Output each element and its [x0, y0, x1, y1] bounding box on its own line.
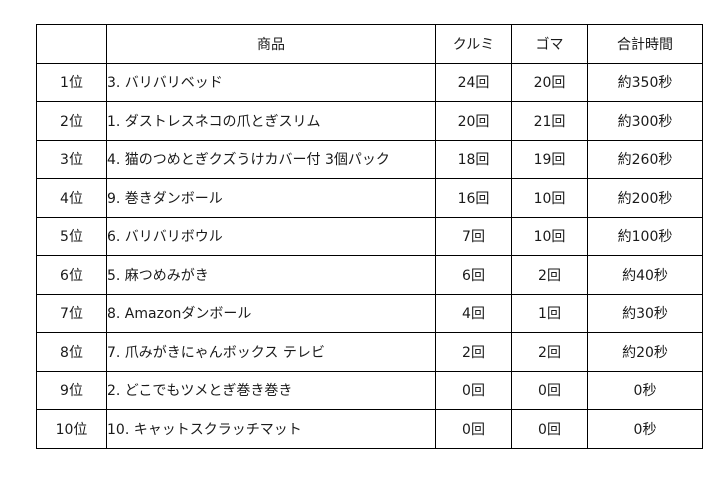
table-row: 3位 4. 猫のつめとぎクズうけカバー付 3個パック 18回 19回 約260秒 [36, 139, 703, 179]
walnut-count-cell: 18回 [435, 139, 512, 179]
total-time-cell: 約260秒 [587, 139, 703, 179]
rank-cell: 4位 [36, 178, 107, 218]
rank-cell: 7位 [36, 293, 107, 333]
header-row: 商品 クルミ ゴマ 合計時間 [36, 24, 703, 64]
goma-count-cell: 2回 [511, 255, 588, 295]
walnut-count-cell: 2回 [435, 332, 512, 372]
product-cell: 9. 巻きダンボール [106, 178, 436, 218]
product-cell: 7. 爪みがきにゃんボックス テレビ [106, 332, 436, 372]
rank-cell: 3位 [36, 139, 107, 179]
product-cell: 10. キャットスクラッチマット [106, 409, 436, 449]
total-time-cell: 0秒 [587, 370, 703, 410]
rank-cell: 8位 [36, 332, 107, 372]
header-product: 商品 [106, 24, 436, 64]
goma-count-cell: 10回 [511, 178, 588, 218]
ranking-table: 商品 クルミ ゴマ 合計時間 1位 3. バリバリベッド 24回 20回 約35… [36, 24, 703, 449]
rank-cell: 9位 [36, 370, 107, 410]
total-time-cell: 約100秒 [587, 216, 703, 256]
product-cell: 8. Amazonダンボール [106, 293, 436, 333]
rank-cell: 5位 [36, 216, 107, 256]
product-cell: 4. 猫のつめとぎクズうけカバー付 3個パック [106, 139, 436, 179]
product-cell: 5. 麻つめみがき [106, 255, 436, 295]
product-cell: 6. バリバリボウル [106, 216, 436, 256]
table-row: 2位 1. ダストレスネコの爪とぎスリム 20回 21回 約300秒 [36, 101, 703, 141]
goma-count-cell: 0回 [511, 370, 588, 410]
rank-cell: 10位 [36, 409, 107, 449]
total-time-cell: 約20秒 [587, 332, 703, 372]
walnut-count-cell: 6回 [435, 255, 512, 295]
table-row: 4位 9. 巻きダンボール 16回 10回 約200秒 [36, 178, 703, 218]
product-cell: 1. ダストレスネコの爪とぎスリム [106, 101, 436, 141]
goma-count-cell: 0回 [511, 409, 588, 449]
table-row: 6位 5. 麻つめみがき 6回 2回 約40秒 [36, 255, 703, 295]
rank-cell: 6位 [36, 255, 107, 295]
walnut-count-cell: 7回 [435, 216, 512, 256]
total-time-cell: 約300秒 [587, 101, 703, 141]
goma-count-cell: 19回 [511, 139, 588, 179]
table-row: 5位 6. バリバリボウル 7回 10回 約100秒 [36, 216, 703, 256]
header-goma: ゴマ [511, 24, 588, 64]
table-row: 7位 8. Amazonダンボール 4回 1回 約30秒 [36, 293, 703, 333]
walnut-count-cell: 24回 [435, 62, 512, 102]
table-row: 9位 2. どこでもツメとぎ巻き巻き 0回 0回 0秒 [36, 370, 703, 410]
goma-count-cell: 20回 [511, 62, 588, 102]
walnut-count-cell: 16回 [435, 178, 512, 218]
total-time-cell: 0秒 [587, 409, 703, 449]
header-rank [36, 24, 107, 64]
table-row: 10位 10. キャットスクラッチマット 0回 0回 0秒 [36, 409, 703, 449]
total-time-cell: 約350秒 [587, 62, 703, 102]
product-cell: 2. どこでもツメとぎ巻き巻き [106, 370, 436, 410]
goma-count-cell: 2回 [511, 332, 588, 372]
rank-cell: 1位 [36, 62, 107, 102]
walnut-count-cell: 0回 [435, 370, 512, 410]
total-time-cell: 約40秒 [587, 255, 703, 295]
header-total-time: 合計時間 [587, 24, 703, 64]
walnut-count-cell: 20回 [435, 101, 512, 141]
header-walnut: クルミ [435, 24, 512, 64]
total-time-cell: 約30秒 [587, 293, 703, 333]
table-row: 1位 3. バリバリベッド 24回 20回 約350秒 [36, 62, 703, 102]
table-row: 8位 7. 爪みがきにゃんボックス テレビ 2回 2回 約20秒 [36, 332, 703, 372]
goma-count-cell: 21回 [511, 101, 588, 141]
walnut-count-cell: 0回 [435, 409, 512, 449]
rank-cell: 2位 [36, 101, 107, 141]
product-cell: 3. バリバリベッド [106, 62, 436, 102]
goma-count-cell: 10回 [511, 216, 588, 256]
goma-count-cell: 1回 [511, 293, 588, 333]
walnut-count-cell: 4回 [435, 293, 512, 333]
total-time-cell: 約200秒 [587, 178, 703, 218]
